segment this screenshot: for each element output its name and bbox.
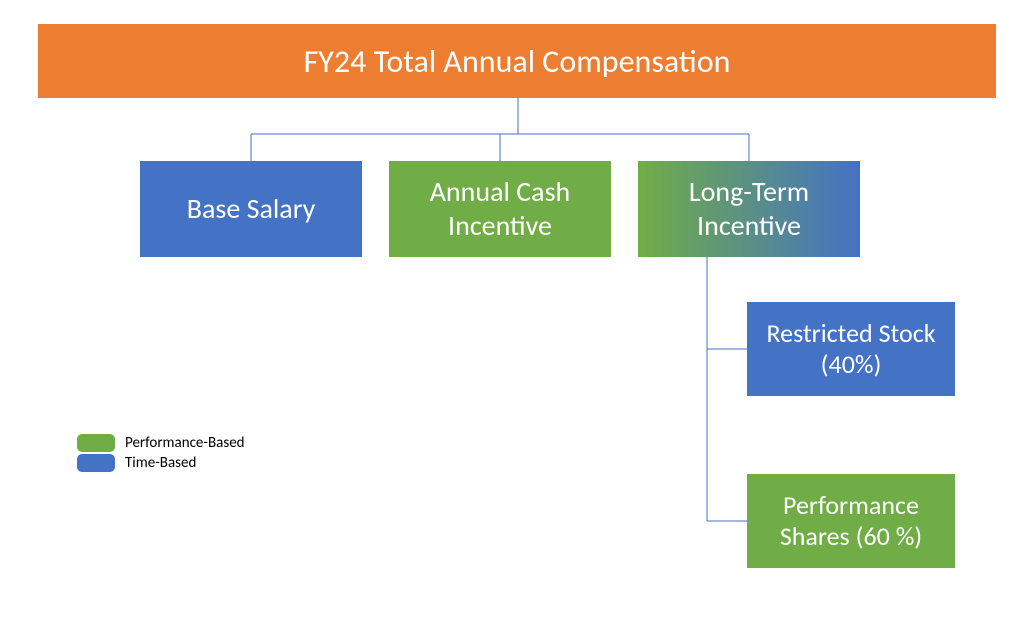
- legend: Performance-Based Time-Based: [77, 434, 245, 474]
- node-long-term-incentive: Long-Term Incentive: [638, 161, 860, 257]
- node-annual-cash-incentive: Annual Cash Incentive: [389, 161, 611, 257]
- legend-item-performance: Performance-Based: [77, 434, 245, 452]
- legend-item-time: Time-Based: [77, 454, 245, 472]
- legend-label: Performance-Based: [125, 434, 245, 452]
- title-text: FY24 Total Annual Compensation: [304, 42, 731, 81]
- node-label: Annual Cash Incentive: [393, 175, 607, 242]
- node-performance-shares: Performance Shares (60 %): [747, 474, 955, 568]
- node-base-salary: Base Salary: [140, 161, 362, 257]
- node-label: Restricted Stock (40%): [751, 318, 951, 380]
- node-label: Long-Term Incentive: [642, 175, 856, 242]
- node-label: Base Salary: [187, 192, 316, 226]
- legend-swatch-performance: [77, 434, 115, 452]
- legend-swatch-time: [77, 454, 115, 472]
- legend-label: Time-Based: [125, 454, 196, 472]
- title-bar: FY24 Total Annual Compensation: [38, 24, 996, 98]
- node-restricted-stock: Restricted Stock (40%): [747, 302, 955, 396]
- node-label: Performance Shares (60 %): [751, 490, 951, 552]
